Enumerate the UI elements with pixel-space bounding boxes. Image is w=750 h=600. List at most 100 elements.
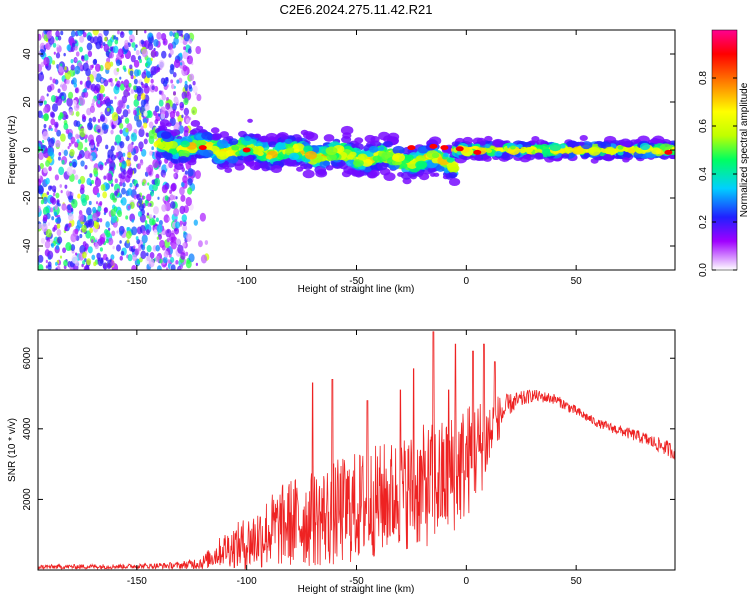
noise-mark bbox=[38, 146, 41, 153]
noise-mark bbox=[56, 229, 62, 236]
noise-mark bbox=[109, 77, 113, 83]
signal-mark bbox=[303, 163, 313, 170]
noise-mark bbox=[91, 239, 94, 243]
noise-mark bbox=[183, 107, 190, 116]
signal-mark bbox=[442, 152, 450, 158]
noise-mark bbox=[169, 194, 174, 201]
signal-mark bbox=[347, 168, 357, 175]
signal-mark bbox=[248, 133, 255, 138]
noise-mark bbox=[204, 240, 209, 245]
noise-mark bbox=[110, 99, 114, 104]
signal-mark bbox=[190, 120, 201, 127]
noise-mark bbox=[103, 93, 106, 97]
noise-mark bbox=[49, 196, 55, 204]
noise-mark bbox=[148, 184, 154, 191]
noise-mark bbox=[163, 214, 170, 223]
noise-mark bbox=[48, 125, 52, 130]
noise-mark bbox=[48, 185, 52, 191]
noise-mark bbox=[158, 90, 162, 95]
signal-mark bbox=[216, 139, 229, 149]
noise-mark bbox=[162, 174, 166, 178]
noise-mark bbox=[97, 257, 104, 267]
noise-mark bbox=[94, 239, 97, 243]
noise-mark bbox=[52, 227, 56, 232]
noise-mark bbox=[187, 48, 192, 54]
noise-mark bbox=[143, 122, 148, 129]
noise-mark bbox=[122, 109, 129, 118]
signal-mark bbox=[298, 161, 306, 166]
noise-mark bbox=[129, 183, 133, 188]
noise-mark bbox=[70, 30, 76, 38]
noise-mark bbox=[40, 199, 45, 205]
noise-mark bbox=[174, 221, 181, 229]
noise-mark bbox=[71, 254, 78, 264]
noise-mark bbox=[62, 247, 67, 254]
noise-mark bbox=[181, 214, 188, 223]
noise-mark bbox=[43, 100, 47, 105]
noise-mark bbox=[127, 143, 134, 153]
noise-mark bbox=[144, 103, 150, 111]
noise-mark bbox=[170, 256, 175, 263]
noise-mark bbox=[130, 132, 138, 142]
signal-mark bbox=[358, 172, 365, 177]
signal-mark bbox=[392, 152, 406, 162]
noise-mark bbox=[155, 217, 159, 223]
noise-mark bbox=[174, 227, 180, 235]
noise-mark bbox=[125, 215, 129, 220]
signal-mark bbox=[305, 132, 319, 142]
noise-mark bbox=[169, 110, 176, 119]
noise-mark bbox=[195, 262, 199, 267]
noise-mark bbox=[121, 187, 126, 195]
signal-mark bbox=[668, 154, 675, 160]
noise-mark bbox=[160, 112, 166, 120]
noise-mark bbox=[66, 44, 72, 52]
noise-mark bbox=[141, 149, 147, 157]
signal-mark bbox=[383, 140, 393, 148]
noise-mark bbox=[170, 83, 175, 90]
noise-mark bbox=[125, 135, 130, 142]
signal-mark bbox=[378, 131, 390, 141]
noise-mark bbox=[99, 164, 104, 171]
noise-mark bbox=[139, 58, 143, 64]
noise-mark bbox=[149, 33, 152, 38]
noise-mark bbox=[61, 95, 65, 100]
noise-mark bbox=[47, 147, 54, 157]
noise-mark bbox=[111, 111, 119, 122]
signal-mark bbox=[206, 141, 214, 147]
signal-mark bbox=[572, 146, 584, 155]
noise-mark bbox=[45, 259, 49, 264]
noise-mark bbox=[116, 80, 121, 88]
noise-mark bbox=[157, 265, 162, 270]
noise-mark bbox=[169, 49, 174, 56]
noise-mark bbox=[81, 263, 84, 268]
noise-mark bbox=[38, 72, 45, 82]
noise-mark bbox=[116, 230, 119, 234]
noise-mark bbox=[185, 117, 190, 124]
noise-mark bbox=[94, 221, 100, 230]
noise-mark bbox=[65, 78, 70, 85]
noise-mark bbox=[129, 64, 133, 70]
noise-mark bbox=[79, 80, 83, 85]
noise-mark bbox=[150, 78, 154, 84]
noise-mark bbox=[105, 238, 109, 244]
noise-mark bbox=[57, 88, 61, 94]
noise-mark bbox=[56, 43, 60, 48]
noise-mark bbox=[154, 105, 160, 113]
noise-mark bbox=[179, 186, 185, 196]
noise-mark bbox=[153, 110, 157, 116]
hot-spot-mark bbox=[429, 143, 438, 149]
signal-mark bbox=[160, 131, 172, 140]
noise-mark bbox=[182, 242, 186, 248]
noise-mark bbox=[65, 242, 72, 252]
noise-mark bbox=[107, 39, 113, 47]
noise-mark bbox=[128, 30, 133, 35]
signal-mark bbox=[559, 148, 566, 154]
signal-mark bbox=[419, 146, 429, 154]
hot-spot-mark bbox=[198, 145, 207, 151]
noise-mark bbox=[47, 222, 51, 226]
noise-mark bbox=[110, 154, 116, 161]
noise-mark bbox=[156, 66, 161, 73]
noise-mark bbox=[138, 128, 145, 138]
noise-mark bbox=[149, 190, 155, 197]
noise-mark bbox=[114, 190, 118, 196]
